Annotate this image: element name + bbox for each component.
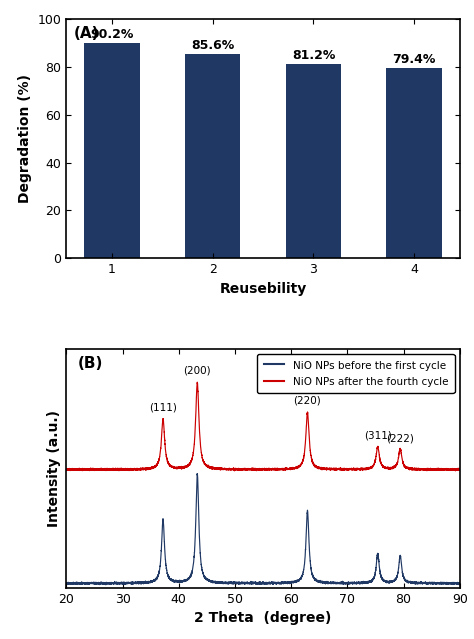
Text: (311): (311) <box>364 431 392 441</box>
Text: 81.2%: 81.2% <box>292 49 335 62</box>
Text: (200): (200) <box>183 366 211 376</box>
Text: 85.6%: 85.6% <box>191 39 234 52</box>
Bar <box>185 54 240 258</box>
Bar <box>386 68 442 258</box>
Text: (220): (220) <box>293 396 321 406</box>
Text: 79.4%: 79.4% <box>392 54 436 66</box>
Text: (222): (222) <box>386 434 414 443</box>
X-axis label: Reusebility: Reusebility <box>219 282 307 296</box>
Y-axis label: Degradation (%): Degradation (%) <box>18 74 32 203</box>
Text: (B): (B) <box>78 356 103 371</box>
Bar <box>286 64 341 258</box>
X-axis label: 2 Theta  (degree): 2 Theta (degree) <box>194 612 332 626</box>
Y-axis label: Intensity (a.u.): Intensity (a.u.) <box>47 410 61 527</box>
Bar <box>84 43 140 258</box>
Text: 90.2%: 90.2% <box>90 27 134 41</box>
Text: (A): (A) <box>74 26 100 42</box>
Text: (111): (111) <box>149 403 177 412</box>
Legend: NiO NPs before the first cycle, NiO NPs after the fourth cycle: NiO NPs before the first cycle, NiO NPs … <box>257 354 455 394</box>
